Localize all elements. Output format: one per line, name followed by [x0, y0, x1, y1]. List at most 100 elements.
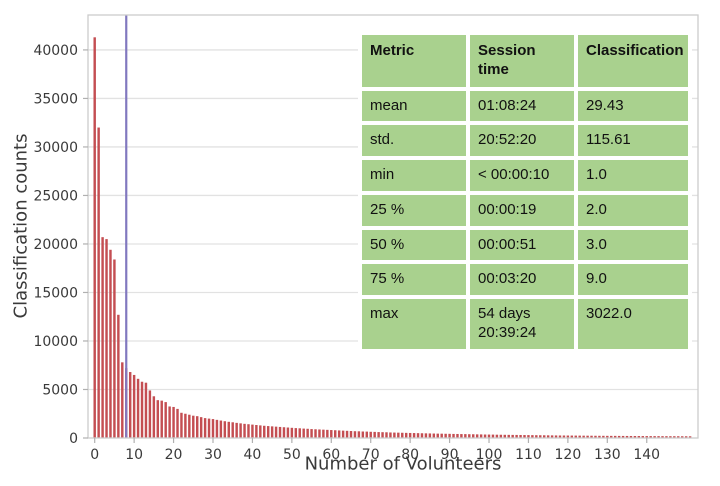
histogram-bar [341, 430, 345, 438]
histogram-bar [330, 430, 333, 438]
histogram-bar [617, 435, 621, 438]
histogram-bar [566, 435, 570, 438]
stats-row: max 54 days 20:39:24 3022.0 [362, 299, 688, 349]
histogram-bar [487, 434, 491, 438]
histogram-bar [294, 428, 298, 438]
histogram-bar [475, 434, 479, 438]
histogram-bar [385, 432, 388, 438]
stats-row: 75 % 00:03:20 9.0 [362, 264, 688, 295]
histogram-bar [259, 425, 262, 438]
histogram-bar [633, 436, 637, 438]
histogram-bar [326, 429, 329, 438]
stats-cell: 54 days 20:39:24 [470, 299, 574, 349]
histogram-bar [223, 421, 227, 438]
y-tick-label: 40000 [33, 43, 78, 59]
histogram-bar [203, 418, 207, 438]
histogram-bar [404, 432, 408, 438]
x-tick-label: 10 [125, 447, 143, 463]
histogram-bar [590, 435, 593, 438]
histogram-bar [263, 425, 266, 438]
histogram-bar [239, 423, 242, 438]
histogram-bar [101, 237, 104, 438]
histogram-bar [227, 421, 230, 438]
histogram-bar [598, 435, 601, 438]
histogram-bar [543, 435, 546, 438]
histogram-bar [231, 422, 234, 438]
y-axis-title: Classification counts [10, 133, 32, 319]
histogram-bar [578, 435, 581, 438]
x-tick-label: 0 [90, 447, 99, 463]
histogram-bar [180, 412, 183, 438]
histogram-bar [503, 434, 506, 438]
stats-cell: 00:03:20 [470, 264, 574, 295]
histogram-bar [582, 435, 585, 438]
histogram-bar [625, 435, 629, 438]
histogram-bar [653, 436, 656, 438]
stats-cell: < 00:00:10 [470, 160, 574, 191]
histogram-bar [432, 433, 436, 438]
histogram-bar [168, 406, 171, 438]
stats-cell: 01:08:24 [470, 90, 574, 122]
histogram-bar [677, 436, 680, 438]
histogram-bar [495, 434, 499, 438]
histogram-bar [657, 436, 660, 438]
histogram-bar [121, 362, 124, 438]
plot-frame [87, 14, 699, 439]
histogram-bar [637, 436, 641, 438]
histogram-bar [602, 435, 605, 438]
stats-row: std. 20:52:20 115.61 [362, 125, 688, 156]
stats-cell: 00:00:51 [470, 229, 574, 261]
stats-cell: 50 % [362, 229, 466, 261]
stats-cell: std. [362, 125, 466, 156]
histogram-bar [290, 427, 294, 438]
histogram-bar [377, 432, 380, 438]
stats-cell: 29.43 [578, 90, 688, 122]
histogram-bar [610, 435, 613, 438]
histogram-bar [558, 435, 562, 438]
histogram-bar [684, 436, 688, 438]
x-tick-label: 110 [515, 447, 542, 463]
x-tick-label: 130 [594, 447, 621, 463]
histogram-bar [681, 436, 684, 438]
histogram-bar [266, 426, 270, 438]
histogram-bar [412, 433, 416, 438]
x-tick-label: 60 [322, 447, 340, 463]
x-tick-label: 70 [362, 447, 380, 463]
stats-header-cell: Classification [578, 35, 688, 87]
stats-table: Metric Session time Classification mean 01:… [358, 31, 692, 353]
histogram-bar [353, 431, 357, 438]
histogram-bar [109, 249, 112, 438]
histogram-bar [337, 430, 341, 438]
histogram-bar [389, 432, 392, 438]
histogram-bar [428, 433, 432, 438]
histogram-bar [649, 436, 652, 438]
histogram-bar [140, 381, 144, 438]
histogram-bar [306, 428, 309, 438]
y-tick-label: 25000 [33, 188, 78, 204]
histogram-bar [669, 436, 672, 438]
histogram-bar [613, 435, 617, 438]
histogram-bar [554, 435, 558, 438]
histogram-bar [334, 430, 337, 438]
histogram-bar [586, 435, 589, 438]
histogram-bar [369, 431, 372, 438]
stats-cell: 115.61 [578, 125, 688, 156]
y-tick-label: 35000 [33, 91, 78, 107]
y-tick-label: 5000 [42, 382, 78, 398]
stats-row: min < 00:00:10 1.0 [362, 160, 688, 191]
histogram-bar [539, 435, 542, 438]
histogram-bar [562, 435, 566, 438]
stats-row: 25 % 00:00:19 2.0 [362, 194, 688, 226]
histogram-bar [574, 435, 577, 438]
histogram-bar [270, 426, 274, 438]
histogram-bar [93, 37, 96, 439]
histogram-bar [207, 418, 211, 438]
histogram-bar [345, 430, 349, 438]
histogram-bar [523, 435, 526, 438]
stats-cell: 20:52:20 [470, 125, 574, 156]
stats-cell: mean [362, 90, 466, 122]
histogram-bar [483, 434, 487, 438]
stats-table-header-row: Metric Session time Classification [362, 35, 688, 87]
histogram-bar [164, 402, 167, 438]
histogram-bar [247, 424, 250, 438]
